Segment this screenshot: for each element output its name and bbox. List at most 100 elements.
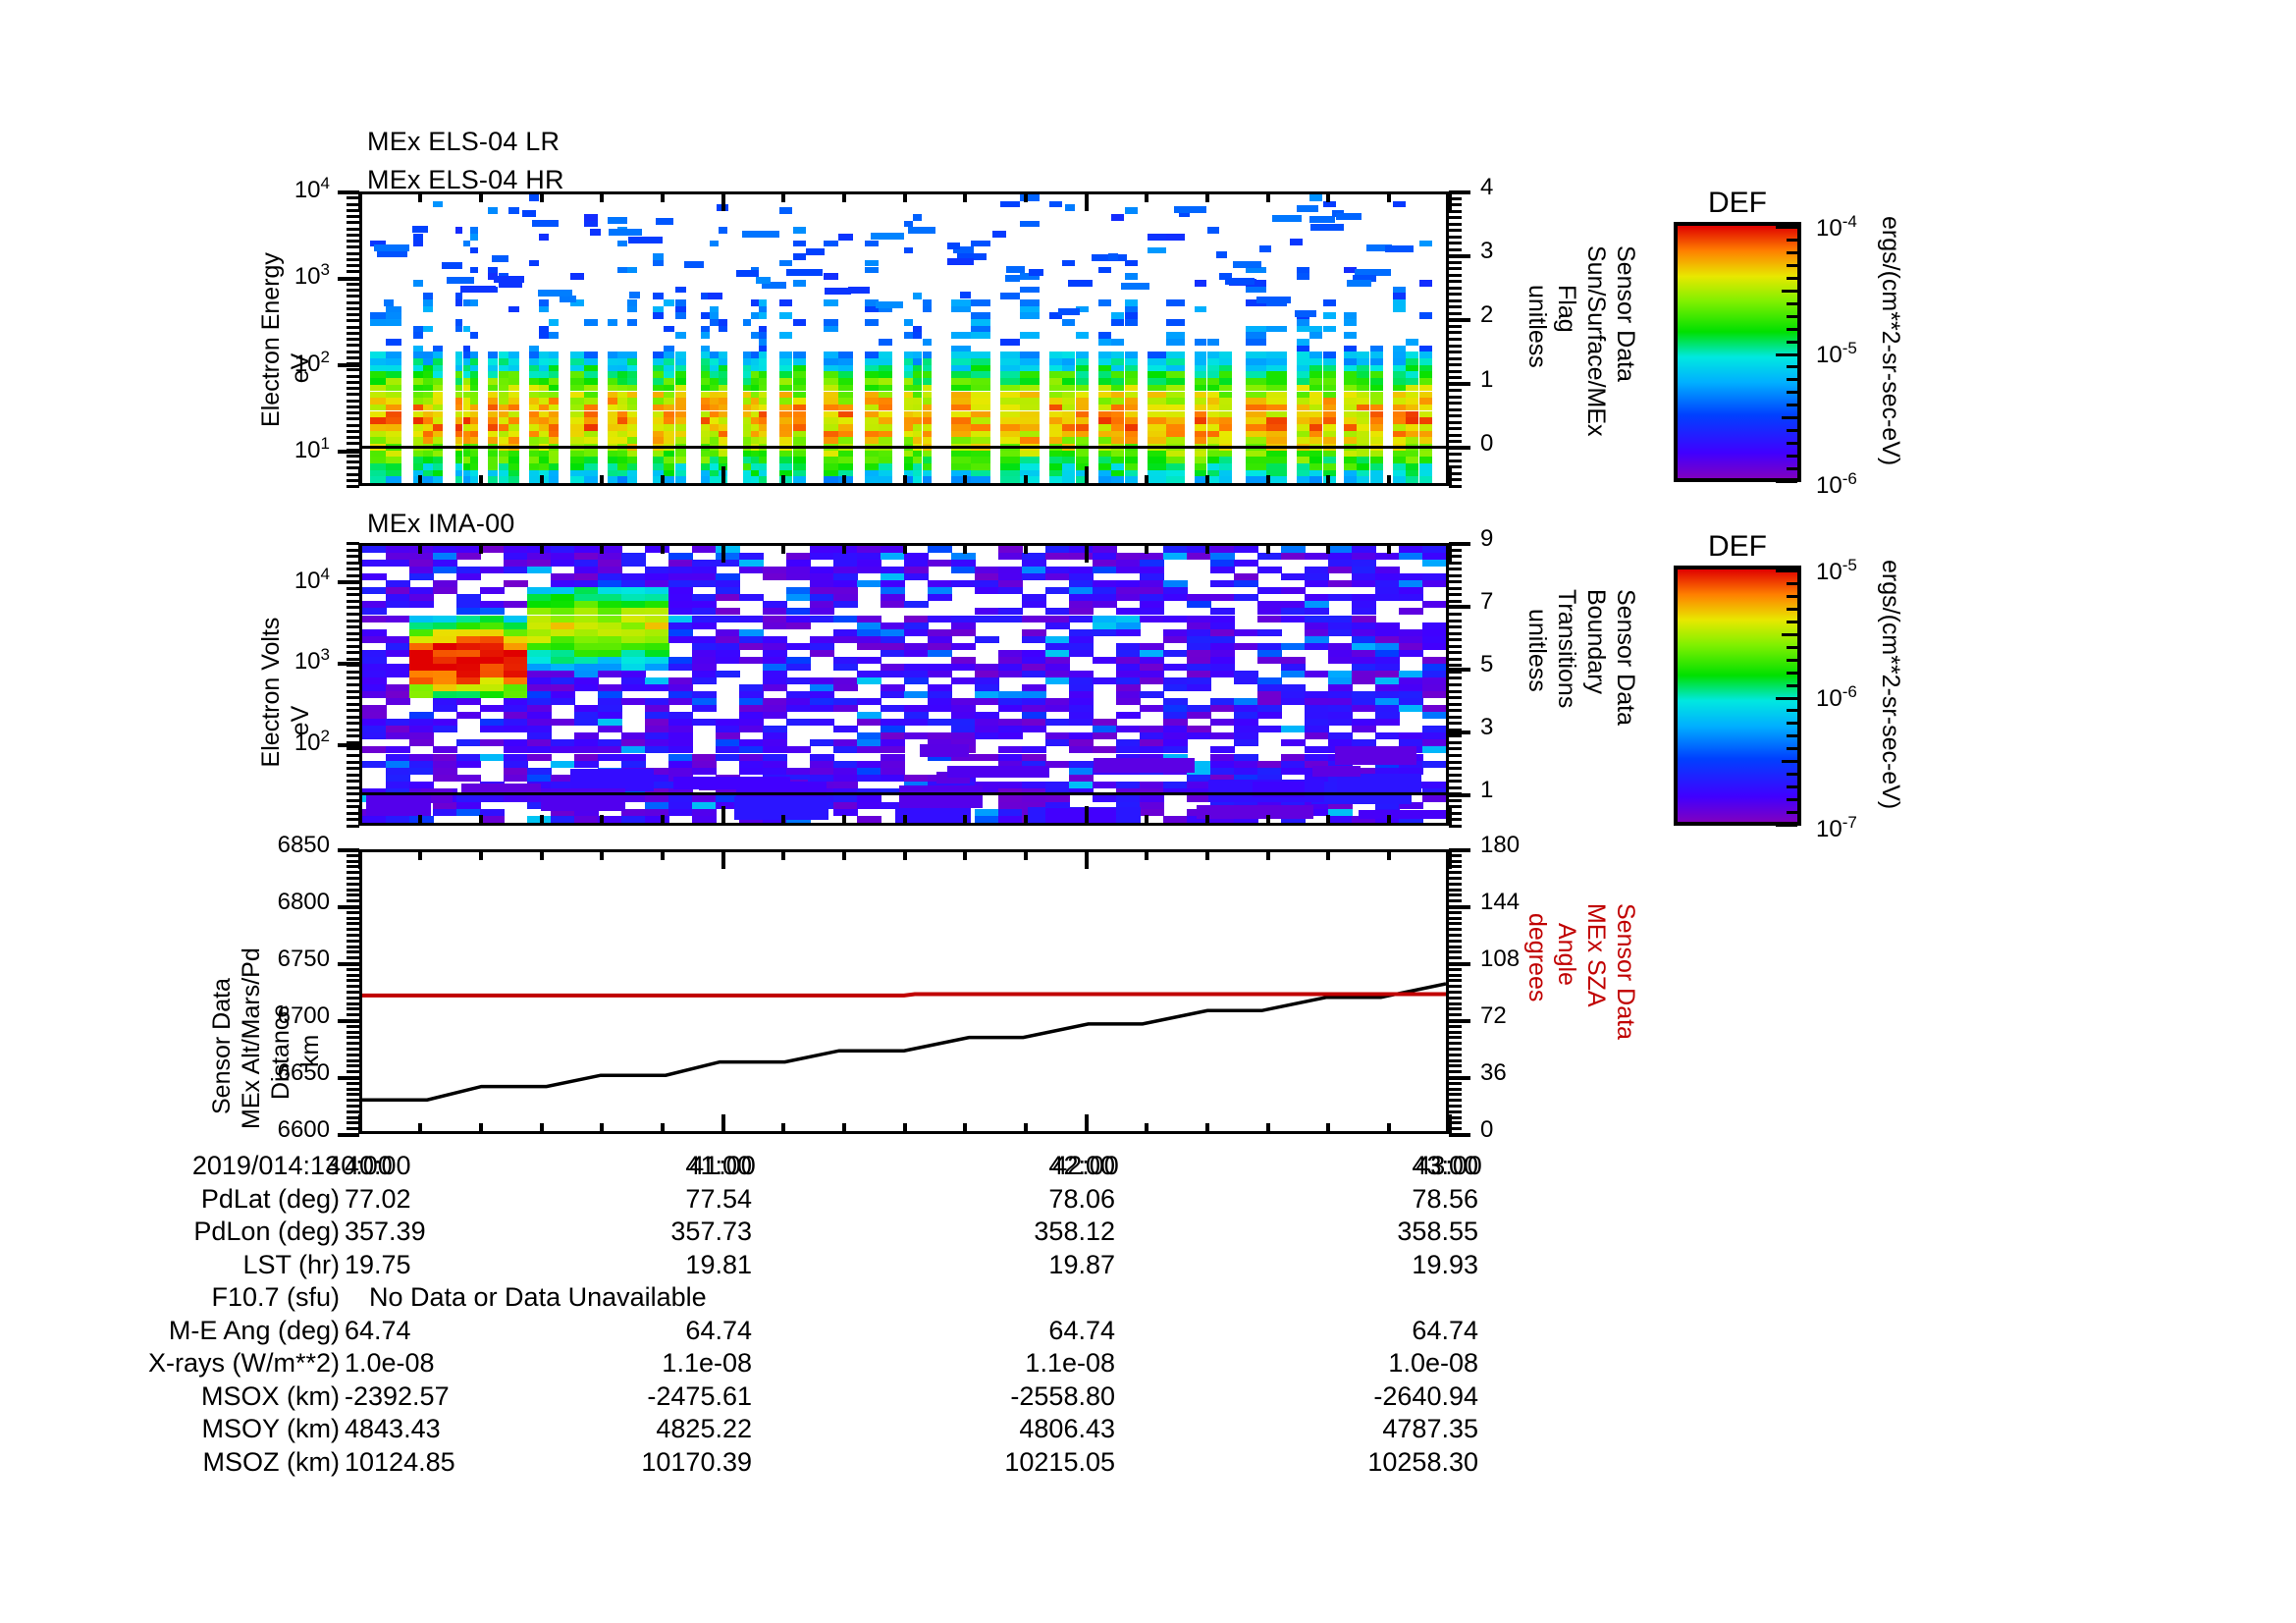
spectrogram-cell bbox=[1344, 358, 1357, 365]
spectrogram-cell bbox=[1148, 469, 1166, 477]
spectrogram-cell bbox=[456, 808, 481, 816]
panel-ima-plot[interactable] bbox=[359, 543, 1449, 826]
axis-major-tick bbox=[338, 363, 359, 368]
axis-minor-tick bbox=[1449, 1024, 1462, 1028]
spectrogram-cell bbox=[1124, 207, 1138, 215]
spectrogram-cell bbox=[833, 615, 858, 622]
spectrogram-cell bbox=[413, 378, 423, 385]
spectrogram-cell bbox=[498, 378, 509, 385]
spectrogram-cell bbox=[570, 423, 584, 431]
colorbar-els-units: ergs/(cm**2-sr-sec-eV) bbox=[1877, 216, 1904, 466]
axis-minor-tick bbox=[1449, 934, 1462, 937]
spectrogram-cell bbox=[975, 635, 999, 643]
spectrogram-cell bbox=[504, 794, 528, 802]
xaxis-tick-top bbox=[418, 191, 423, 202]
spectrogram-cell bbox=[1281, 753, 1306, 761]
panel-els-plot[interactable] bbox=[359, 191, 1449, 486]
spectrogram-cell bbox=[710, 404, 719, 411]
spectrogram-cell bbox=[409, 753, 434, 761]
spectrogram-cell bbox=[653, 253, 664, 260]
spectrogram-cell bbox=[824, 384, 838, 392]
spectrogram-cell bbox=[504, 670, 528, 677]
spectrogram-cell bbox=[598, 698, 622, 706]
spectrogram-cell bbox=[504, 567, 528, 574]
colorbar-els-mid-label: 10-5 bbox=[1816, 339, 1857, 368]
spectrogram-cell bbox=[1069, 746, 1094, 754]
spectrogram-cell bbox=[1116, 608, 1141, 616]
spectrogram-cell bbox=[413, 391, 423, 399]
spectrogram-cell bbox=[759, 404, 767, 411]
spectrogram-cell bbox=[621, 622, 646, 629]
spectrogram-cell bbox=[570, 476, 584, 483]
spectrogram-cell bbox=[1309, 410, 1323, 418]
spectrogram-cell bbox=[1309, 437, 1323, 444]
spectrogram-cell bbox=[1406, 391, 1419, 399]
spectrogram-cell bbox=[617, 450, 627, 458]
spectrogram-cell bbox=[1266, 410, 1287, 418]
spectrogram-cell bbox=[433, 663, 457, 671]
spectrogram-cell bbox=[455, 417, 463, 424]
spectrogram-cell bbox=[370, 417, 386, 424]
spectrogram-cell bbox=[645, 656, 669, 664]
spectrogram-cell bbox=[1210, 753, 1235, 761]
axis-minor-tick bbox=[1449, 985, 1462, 989]
spectrogram-cell bbox=[549, 364, 559, 372]
spectrogram-cell bbox=[908, 227, 935, 234]
spectrogram-cell bbox=[971, 417, 990, 424]
spectrogram-cell bbox=[1140, 726, 1164, 733]
colorbar-tick bbox=[1787, 250, 1797, 254]
spectrogram-cell bbox=[1399, 573, 1423, 581]
spectrogram-cell bbox=[527, 815, 552, 823]
colorbar-tick bbox=[1787, 442, 1797, 446]
spectrogram-cell bbox=[1393, 469, 1406, 477]
spectrogram-cell bbox=[951, 423, 971, 431]
spectrogram-cell bbox=[1328, 567, 1353, 574]
spectrogram-cell bbox=[904, 384, 913, 392]
spectrogram-cell bbox=[1166, 463, 1185, 470]
spectrogram-cell bbox=[1062, 469, 1076, 477]
axis-minor-tick bbox=[347, 1048, 359, 1051]
spectrogram-cell bbox=[810, 546, 834, 553]
spectrogram-cell bbox=[627, 305, 637, 313]
panel-alt-plot[interactable] bbox=[359, 849, 1449, 1134]
spectrogram-cell bbox=[1020, 398, 1040, 405]
spectrogram-cell bbox=[433, 753, 457, 761]
spectrogram-cell bbox=[423, 417, 433, 424]
spectrogram-cell bbox=[1322, 352, 1336, 359]
spectrogram-cell bbox=[386, 781, 410, 788]
spectrogram-cell bbox=[1163, 726, 1188, 733]
spectrogram-cell bbox=[824, 404, 838, 411]
spectrogram-cell bbox=[470, 457, 478, 463]
spectrogram-cell bbox=[539, 417, 549, 424]
spectrogram-cell bbox=[455, 364, 463, 372]
spectrogram-cell bbox=[504, 546, 528, 553]
spectrogram-cell bbox=[739, 594, 764, 602]
spectrogram-cell bbox=[1020, 220, 1040, 228]
spectrogram-cell bbox=[653, 364, 664, 372]
spectrogram-cell bbox=[488, 358, 499, 365]
spectrogram-cell bbox=[1369, 391, 1383, 399]
spectrogram-cell bbox=[1206, 476, 1220, 483]
spectrogram-cell bbox=[1140, 705, 1164, 713]
spectrogram-cell bbox=[1148, 476, 1166, 483]
spectrogram-cell bbox=[701, 404, 710, 411]
axis-minor-tick bbox=[1449, 638, 1462, 642]
spectrogram-cell bbox=[539, 410, 549, 418]
spectrogram-cell bbox=[1234, 760, 1258, 768]
spectrogram-cell bbox=[539, 384, 549, 392]
spectrogram-cell bbox=[1328, 712, 1353, 720]
axis-tick-label: 9 bbox=[1480, 525, 1494, 552]
spectrogram-cell bbox=[1049, 364, 1062, 372]
spectrogram-cell bbox=[598, 746, 622, 754]
spectrogram-cell bbox=[674, 384, 686, 392]
spectrogram-cell bbox=[386, 476, 401, 483]
spectrogram-cell bbox=[574, 573, 599, 581]
spectrogram-cell bbox=[527, 608, 552, 616]
spectrogram-cell bbox=[1297, 319, 1309, 326]
spectrogram-cell bbox=[413, 352, 423, 359]
spectrogram-cell bbox=[529, 345, 539, 352]
spectrogram-cell bbox=[928, 691, 952, 699]
spectrogram-cell bbox=[1116, 587, 1141, 595]
spectrogram-cell bbox=[1140, 567, 1164, 574]
spectrogram-cell bbox=[413, 410, 423, 418]
